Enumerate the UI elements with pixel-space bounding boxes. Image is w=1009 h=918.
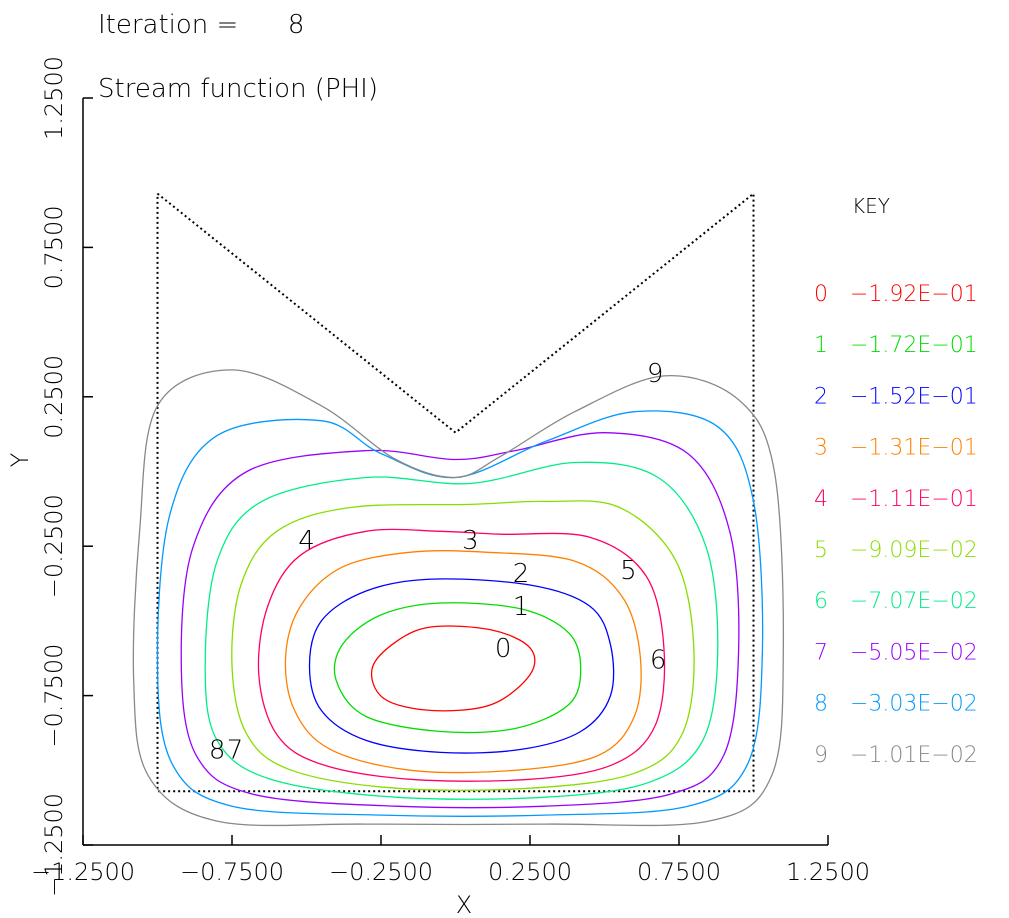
key-level-0: 0 xyxy=(814,282,828,307)
contour-label-8: 8 xyxy=(209,735,226,765)
contour-label-1: 1 xyxy=(513,592,530,622)
y-tick-label: −0.7500 xyxy=(40,644,68,748)
contour-line-3 xyxy=(284,550,642,774)
key-level-3: 3 xyxy=(814,436,828,461)
x-tick-label: −0.2500 xyxy=(329,858,433,886)
x-tick-label: −1.2500 xyxy=(31,858,135,886)
contour-line-0 xyxy=(370,625,536,712)
key-level-2: 2 xyxy=(814,384,828,409)
key-value-2: −1.52E−01 xyxy=(850,384,978,409)
contour-label-6: 6 xyxy=(650,646,667,676)
plot-subtitle: Stream function (PHI) xyxy=(98,74,378,104)
contour-lines xyxy=(132,369,785,827)
x-axis-label: X xyxy=(456,891,472,918)
contour-line-5 xyxy=(231,500,695,791)
y-axis-label: Y xyxy=(6,452,34,467)
axis-ticks: −1.2500 −0.7500 −0.2500 0.2500 0.7500 1.2500 −… xyxy=(31,56,870,897)
key-level-6: 6 xyxy=(814,589,828,614)
key-value-6: −7.07E−02 xyxy=(850,589,978,614)
key-level-1: 1 xyxy=(814,333,828,358)
key-value-5: −9.09E−02 xyxy=(850,538,978,563)
key-title: KEY xyxy=(852,194,890,218)
contour-labels: 012 3 4 5 6 78 9 xyxy=(209,359,667,765)
contour-label-9: 9 xyxy=(647,359,664,389)
key-level-7: 7 xyxy=(814,640,828,665)
key-value-8: −3.03E−02 xyxy=(850,692,978,717)
domain-boundary xyxy=(156,191,755,793)
contour-label-5: 5 xyxy=(620,556,637,586)
key-level-5: 5 xyxy=(814,538,828,563)
contour-line-7 xyxy=(180,432,740,809)
x-tick-label: 0.2500 xyxy=(488,858,572,886)
x-tick-label: −0.7500 xyxy=(180,858,284,886)
contour-label-3: 3 xyxy=(462,526,479,556)
contour-label-0: 0 xyxy=(495,634,512,664)
key-value-1: −1.72E−01 xyxy=(850,333,978,358)
key-value-4: −1.11E−01 xyxy=(850,487,978,512)
contour-line-4 xyxy=(257,528,666,782)
y-tick-label: 0.7500 xyxy=(40,205,68,289)
boundary-line xyxy=(156,191,755,793)
key-level-9: 9 xyxy=(814,743,828,768)
contour-label-4: 4 xyxy=(298,526,315,556)
legend-key: 0 −1.92E−01 1 −1.72E−01 2 −1.52E−01 3 −1.31E−01… xyxy=(814,282,978,768)
contour-line-6 xyxy=(204,461,719,800)
plot-frame xyxy=(82,98,828,846)
contour-line-9 xyxy=(132,369,785,827)
key-level-8: 8 xyxy=(814,692,828,717)
contour-line-1 xyxy=(333,602,582,734)
key-level-4: 4 xyxy=(814,487,828,512)
contour-label-7: 7 xyxy=(227,735,244,765)
x-tick-label: 0.7500 xyxy=(637,858,721,886)
y-tick-label: 0.2500 xyxy=(40,355,68,439)
contour-line-8 xyxy=(156,410,764,817)
y-tick-label: 1.2500 xyxy=(40,56,68,140)
key-value-3: −1.31E−01 xyxy=(850,436,978,461)
contour-label-2: 2 xyxy=(513,559,530,589)
y-tick-label: −1.2500 xyxy=(40,793,68,897)
plot-title: Iteration = 8 xyxy=(98,10,304,40)
x-tick-label: 1.2500 xyxy=(786,858,870,886)
y-tick-label: −0.2500 xyxy=(40,494,68,598)
key-value-0: −1.92E−01 xyxy=(850,282,978,307)
contour-line-2 xyxy=(308,578,615,754)
key-value-7: −5.05E−02 xyxy=(850,640,978,665)
key-value-9: −1.01E−02 xyxy=(850,743,978,768)
